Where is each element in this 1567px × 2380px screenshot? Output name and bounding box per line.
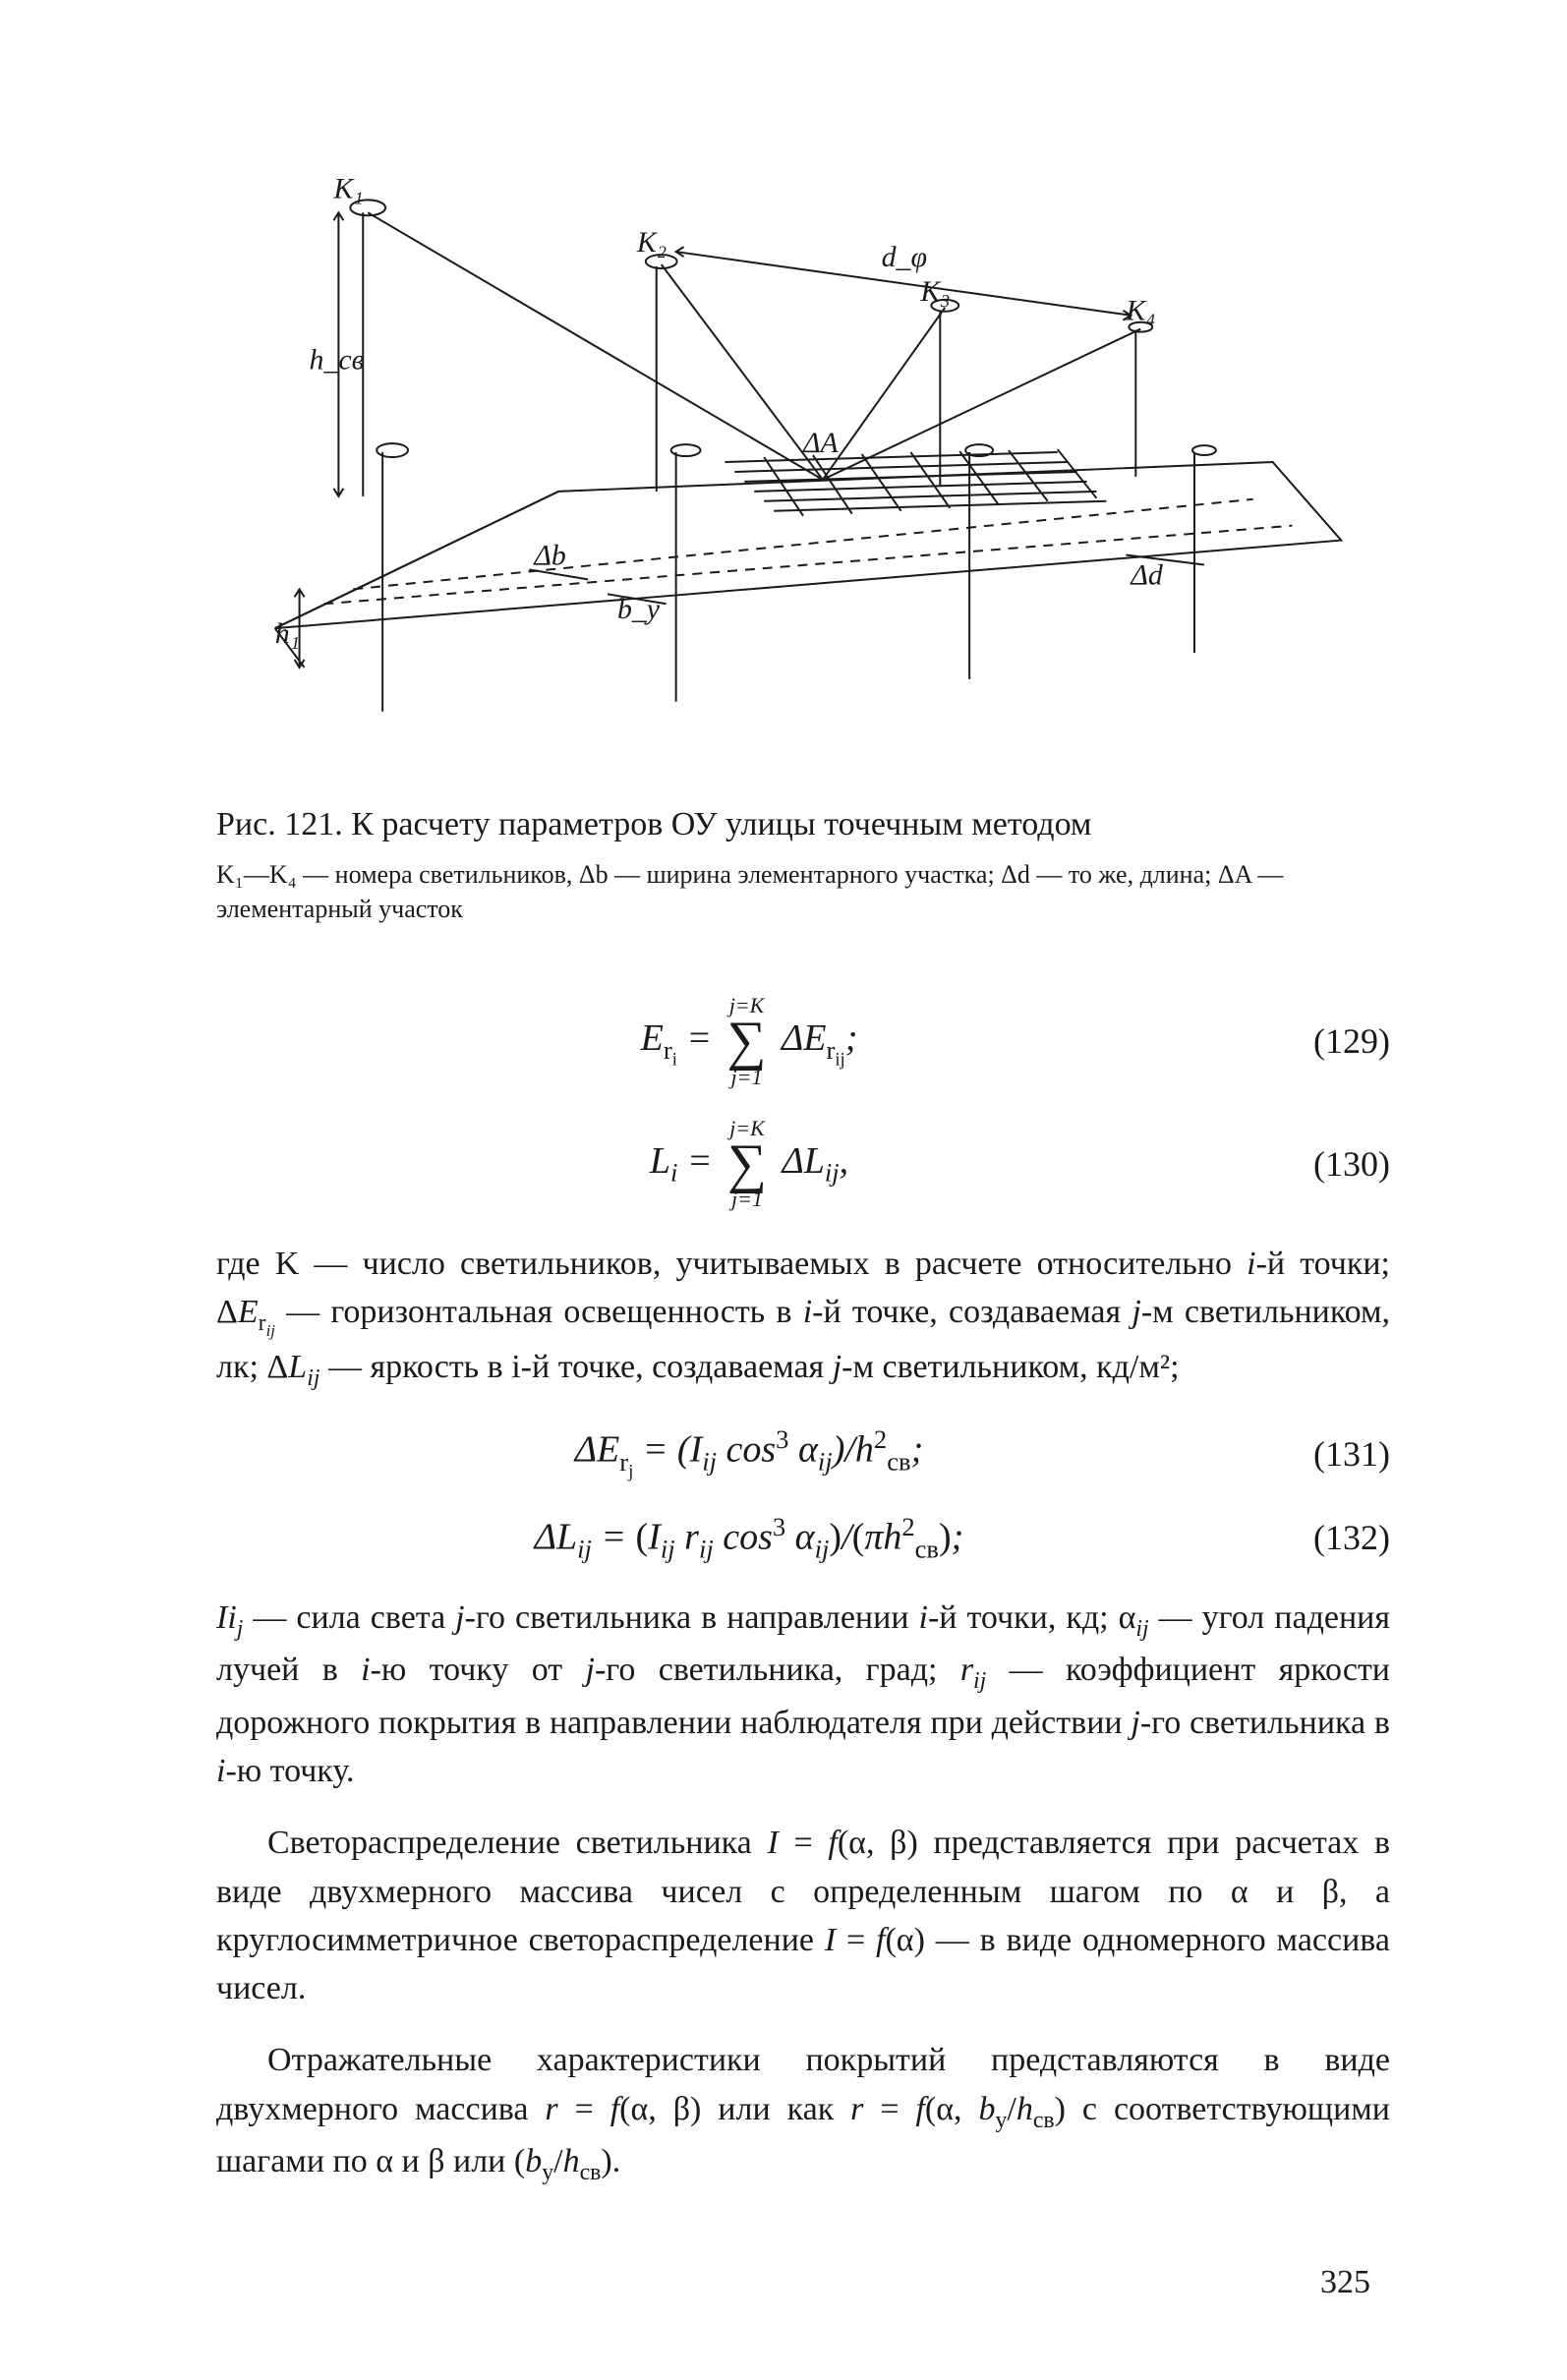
figure-caption: Рис. 121. К расчету параметров ОУ улицы … xyxy=(216,806,1390,843)
paragraph-definitions-1: где K — число светильников, учитываемых … xyxy=(216,1240,1390,1395)
label-K3: K₃ xyxy=(919,275,950,308)
page-number: 325 xyxy=(1320,2264,1370,2301)
equation-132-body: ΔLij = (Iij rij cos3 αij)/(πh2св); xyxy=(216,1512,1282,1564)
figure-svg: K₁ K₂ K₃ K₄ d_φ h_cв h₁ ΔA Δb b_y Δd xyxy=(216,157,1390,767)
equation-130-number: (130) xyxy=(1282,1143,1390,1185)
label-dphi: d_φ xyxy=(882,241,927,273)
equation-132: ΔLij = (Iij rij cos3 αij)/(πh2св); (132) xyxy=(216,1512,1390,1564)
label-deltab: Δb xyxy=(533,539,566,571)
label-hcb: h_cв xyxy=(310,343,365,376)
figure-121: K₁ K₂ K₃ K₄ d_φ h_cв h₁ ΔA Δb b_y Δd xyxy=(216,157,1390,767)
label-by: b_y xyxy=(617,593,661,625)
figure-subcaption: K₁—K₄ — номера светильников, Δb — ширина… xyxy=(216,857,1390,926)
label-K2: K₂ xyxy=(636,226,667,259)
label-deltad: Δd xyxy=(1130,558,1163,591)
label-deltaA: ΔA xyxy=(802,427,840,459)
equation-131-number: (131) xyxy=(1282,1433,1390,1475)
equation-131-body: ΔErj = (Iij cos3 αij)/h2св; xyxy=(216,1424,1282,1482)
label-K1: K₁ xyxy=(332,172,363,204)
label-h1: h₁ xyxy=(275,617,300,650)
paragraph-4: Отражательные характеристики покрытий пр… xyxy=(216,2036,1390,2189)
equation-130-body: Li = j=K∑j=1 ΔLij, xyxy=(216,1118,1282,1210)
equation-131: ΔErj = (Iij cos3 αij)/h2св; (131) xyxy=(216,1424,1390,1482)
equation-129: Eri = j=K∑j=1 ΔErij; (129) xyxy=(216,995,1390,1087)
page: K₁ K₂ K₃ K₄ d_φ h_cв h₁ ΔA Δb b_y Δd Рис… xyxy=(0,0,1567,2380)
paragraph-definitions-2: Iij — сила света j-го светильника в напр… xyxy=(216,1594,1390,1795)
paragraph-3: Светораспределение светильника I = f(α, … xyxy=(216,1819,1390,2012)
equation-129-number: (129) xyxy=(1282,1020,1390,1062)
equation-132-number: (132) xyxy=(1282,1517,1390,1558)
label-K4: K₄ xyxy=(1125,295,1155,327)
equation-129-body: Eri = j=K∑j=1 ΔErij; xyxy=(216,995,1282,1087)
equation-130: Li = j=K∑j=1 ΔLij, (130) xyxy=(216,1118,1390,1210)
